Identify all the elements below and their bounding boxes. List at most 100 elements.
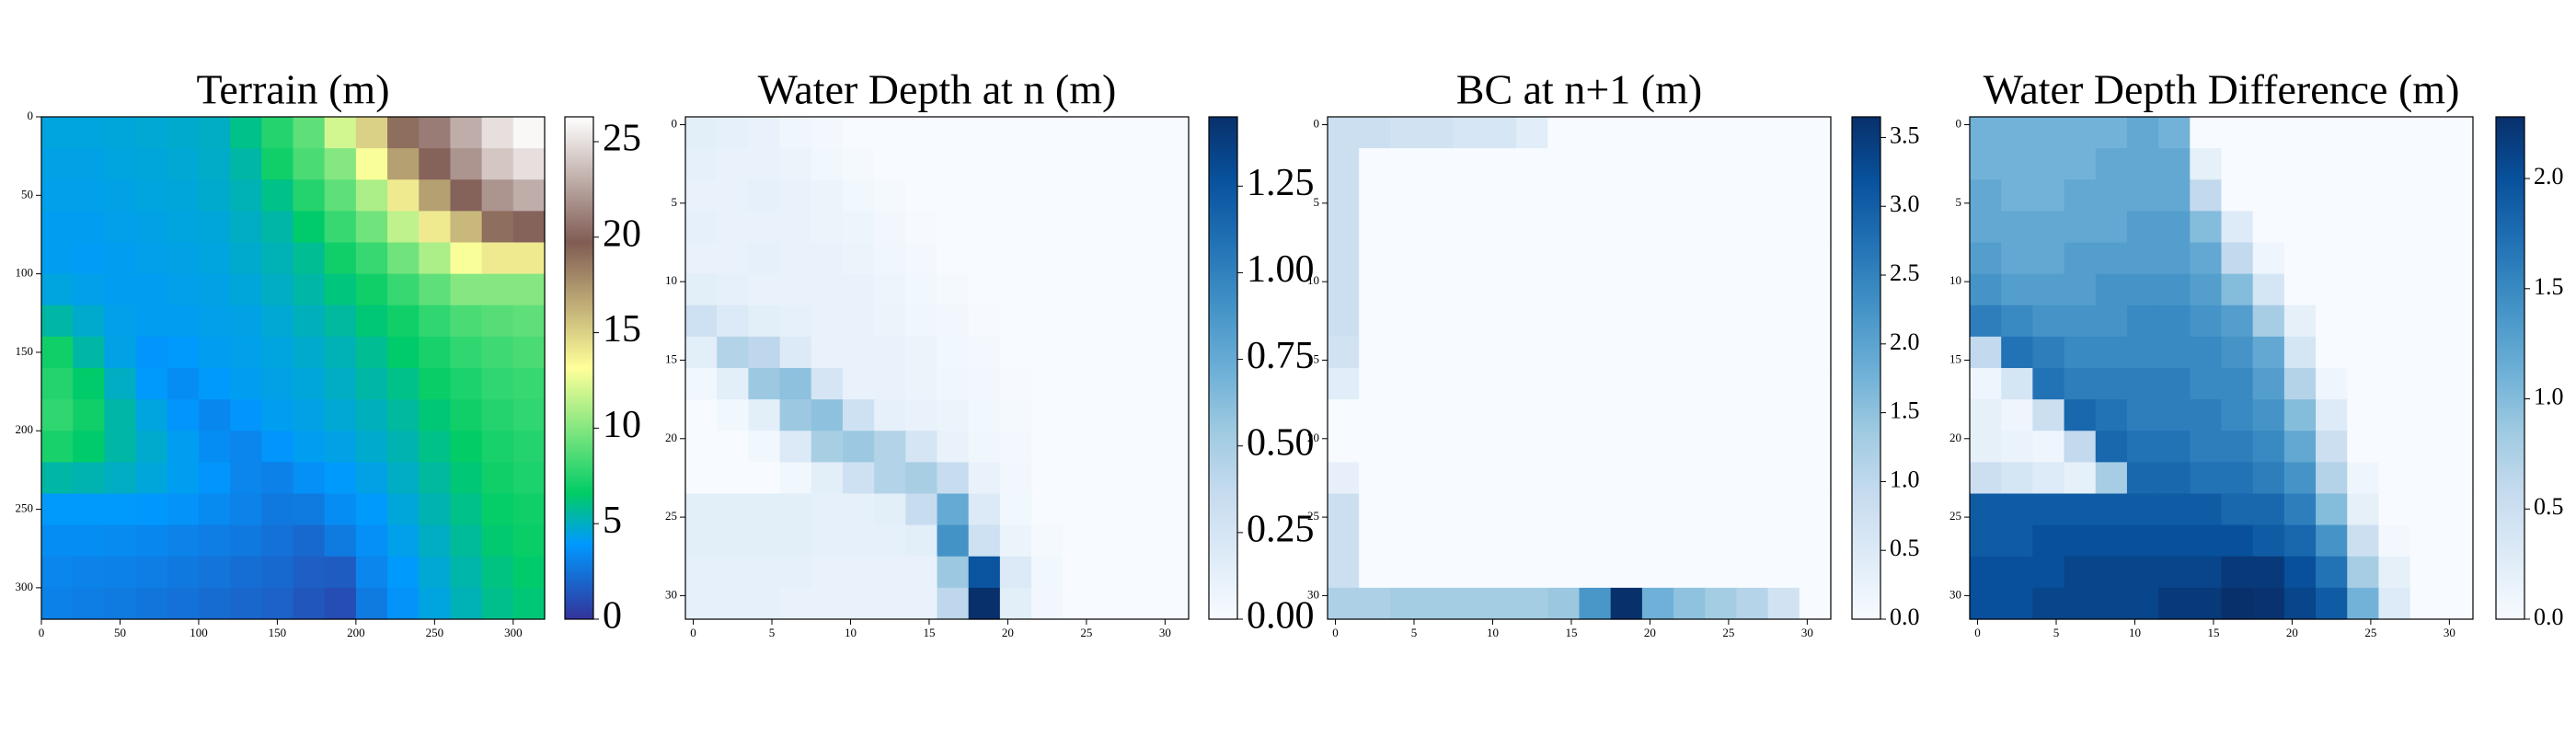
heatmap-cell <box>968 399 1001 431</box>
heatmap-cell <box>1484 273 1517 306</box>
heatmap-cell <box>999 399 1032 431</box>
heatmap-cell <box>2001 368 2033 400</box>
heatmap-cell <box>104 493 137 526</box>
heatmap-cell <box>1705 556 1738 589</box>
heatmap-cell <box>1484 462 1517 495</box>
heatmap-cell <box>1516 179 1548 212</box>
heatmap-cell <box>2378 399 2411 431</box>
heatmap-cell <box>1390 305 1423 338</box>
heatmap-cell <box>261 368 294 400</box>
heatmap-cell <box>968 273 1001 306</box>
heatmap-cell <box>1610 273 1643 306</box>
heatmap-cell <box>355 273 388 306</box>
heatmap-cell <box>1094 462 1127 495</box>
heatmap-cell <box>2095 368 2128 400</box>
heatmap-cell <box>2001 493 2033 526</box>
heatmap-cell <box>2158 211 2191 244</box>
heatmap-cell <box>293 524 326 558</box>
heatmap-cell <box>1610 305 1643 338</box>
heatmap-cell <box>937 462 970 495</box>
heatmap-cell <box>1328 524 1360 558</box>
heatmap-cell <box>1453 305 1486 338</box>
heatmap-cell <box>717 587 749 620</box>
heatmap-cell <box>2064 368 2097 400</box>
heatmap-cell <box>2158 431 2191 463</box>
heatmap-cell <box>2032 493 2065 526</box>
heatmap-cell <box>1547 462 1581 495</box>
heatmap-cell <box>1705 273 1738 306</box>
heatmap-cell <box>198 273 231 306</box>
heatmap-cell <box>2378 211 2411 244</box>
heatmap-cell <box>2347 462 2380 495</box>
heatmap-cell <box>73 305 105 338</box>
heatmap-cell <box>2221 117 2254 149</box>
heatmap-cell <box>937 524 970 558</box>
heatmap-cell <box>324 179 357 212</box>
heatmap-cell <box>512 493 546 526</box>
heatmap-cell <box>1453 431 1486 463</box>
heatmap-cell <box>2347 305 2380 338</box>
x-tick-label: 5 <box>1411 626 1418 639</box>
heatmap-cell <box>1390 179 1423 212</box>
heatmap-cell <box>324 148 357 180</box>
heatmap-cell <box>2190 305 2223 338</box>
heatmap-cell <box>2190 148 2223 180</box>
heatmap-cell <box>73 242 105 275</box>
heatmap-cell <box>1421 117 1455 149</box>
heatmap-cell <box>2064 273 2097 306</box>
heatmap-cell <box>2032 211 2065 244</box>
heatmap-cell <box>748 462 781 495</box>
heatmap-cell <box>419 524 452 558</box>
heatmap-cell <box>293 148 326 180</box>
y-tick-label: 25 <box>1307 509 1319 523</box>
heatmap-cell <box>2409 179 2443 212</box>
heatmap-cell <box>1970 117 2002 149</box>
heatmap-cell <box>1516 117 1548 149</box>
heatmap-cell <box>1736 305 1769 338</box>
heatmap-cell <box>387 587 420 620</box>
panel-title: BC at n+1 (m) <box>1456 66 1702 113</box>
heatmap-cell <box>1359 493 1391 526</box>
heatmap-cell <box>1799 368 1832 400</box>
heatmap-cell <box>1328 493 1360 526</box>
heatmap-cell <box>999 305 1032 338</box>
heatmap-cell <box>2126 399 2159 431</box>
heatmap-cell <box>874 368 906 400</box>
heatmap-cell <box>685 305 718 338</box>
heatmap-cell <box>481 399 514 431</box>
colorbar-tick-label: 0.25 <box>1247 509 1315 551</box>
heatmap-cell <box>1673 368 1706 400</box>
heatmap-cell <box>1094 211 1127 244</box>
heatmap-cell <box>2316 524 2348 558</box>
heatmap-cell <box>1970 462 2002 495</box>
heatmap-cell <box>1705 305 1738 338</box>
colorbar-tick-label: 15 <box>603 308 641 351</box>
heatmap-cell <box>1516 336 1548 369</box>
heatmap-cell <box>1484 431 1517 463</box>
heatmap-cell <box>355 179 388 212</box>
x-tick-label: 10 <box>1487 626 1499 639</box>
heatmap-cell <box>1063 556 1096 589</box>
heatmap-cell <box>135 305 168 338</box>
heatmap-cell <box>1125 587 1158 620</box>
heatmap-cell <box>1125 431 1158 463</box>
heatmap-cell <box>293 431 326 463</box>
heatmap-cell <box>324 305 357 338</box>
heatmap-cell <box>387 117 420 149</box>
heatmap-cell <box>2283 556 2317 589</box>
x-tick-label: 100 <box>190 626 208 639</box>
heatmap-cell <box>1673 556 1706 589</box>
heatmap-cell <box>2032 305 2065 338</box>
heatmap-cell <box>355 305 388 338</box>
colorbar <box>2495 116 2525 620</box>
heatmap-cell <box>1484 587 1517 620</box>
heatmap-cell <box>905 179 938 212</box>
heatmap-cell <box>230 368 262 400</box>
heatmap-cell <box>842 273 875 306</box>
heatmap-cell <box>1970 273 2002 306</box>
heatmap-cell <box>167 148 200 180</box>
heatmap-cell <box>999 462 1032 495</box>
heatmap-cell <box>167 242 200 275</box>
heatmap-cell <box>387 431 420 463</box>
heatmap-cell <box>450 273 483 306</box>
